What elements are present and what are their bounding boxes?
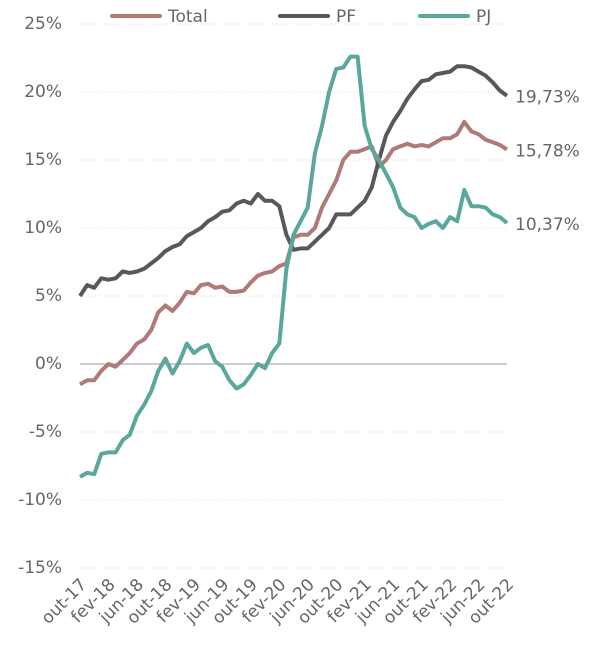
y-tick-label: 20% — [24, 82, 62, 102]
y-tick-label: -5% — [29, 422, 62, 442]
legend-label: PF — [336, 7, 356, 27]
end-label: 10,37% — [515, 215, 580, 235]
end-label: 15,78% — [515, 141, 580, 161]
y-tick-label: 15% — [24, 150, 62, 170]
legend-label: Total — [167, 7, 208, 27]
series-line — [78, 64, 509, 298]
series-line — [78, 54, 509, 479]
end-label: 19,73% — [515, 88, 580, 108]
y-tick-label: -15% — [18, 558, 62, 578]
y-tick-label: -10% — [18, 490, 62, 510]
y-tick-label: 0% — [35, 354, 62, 374]
y-tick-label: 25% — [24, 14, 62, 34]
series-line — [78, 119, 509, 387]
legend-label: PJ — [476, 7, 491, 27]
y-tick-label: 5% — [35, 286, 62, 306]
y-tick-label: 10% — [24, 218, 62, 238]
